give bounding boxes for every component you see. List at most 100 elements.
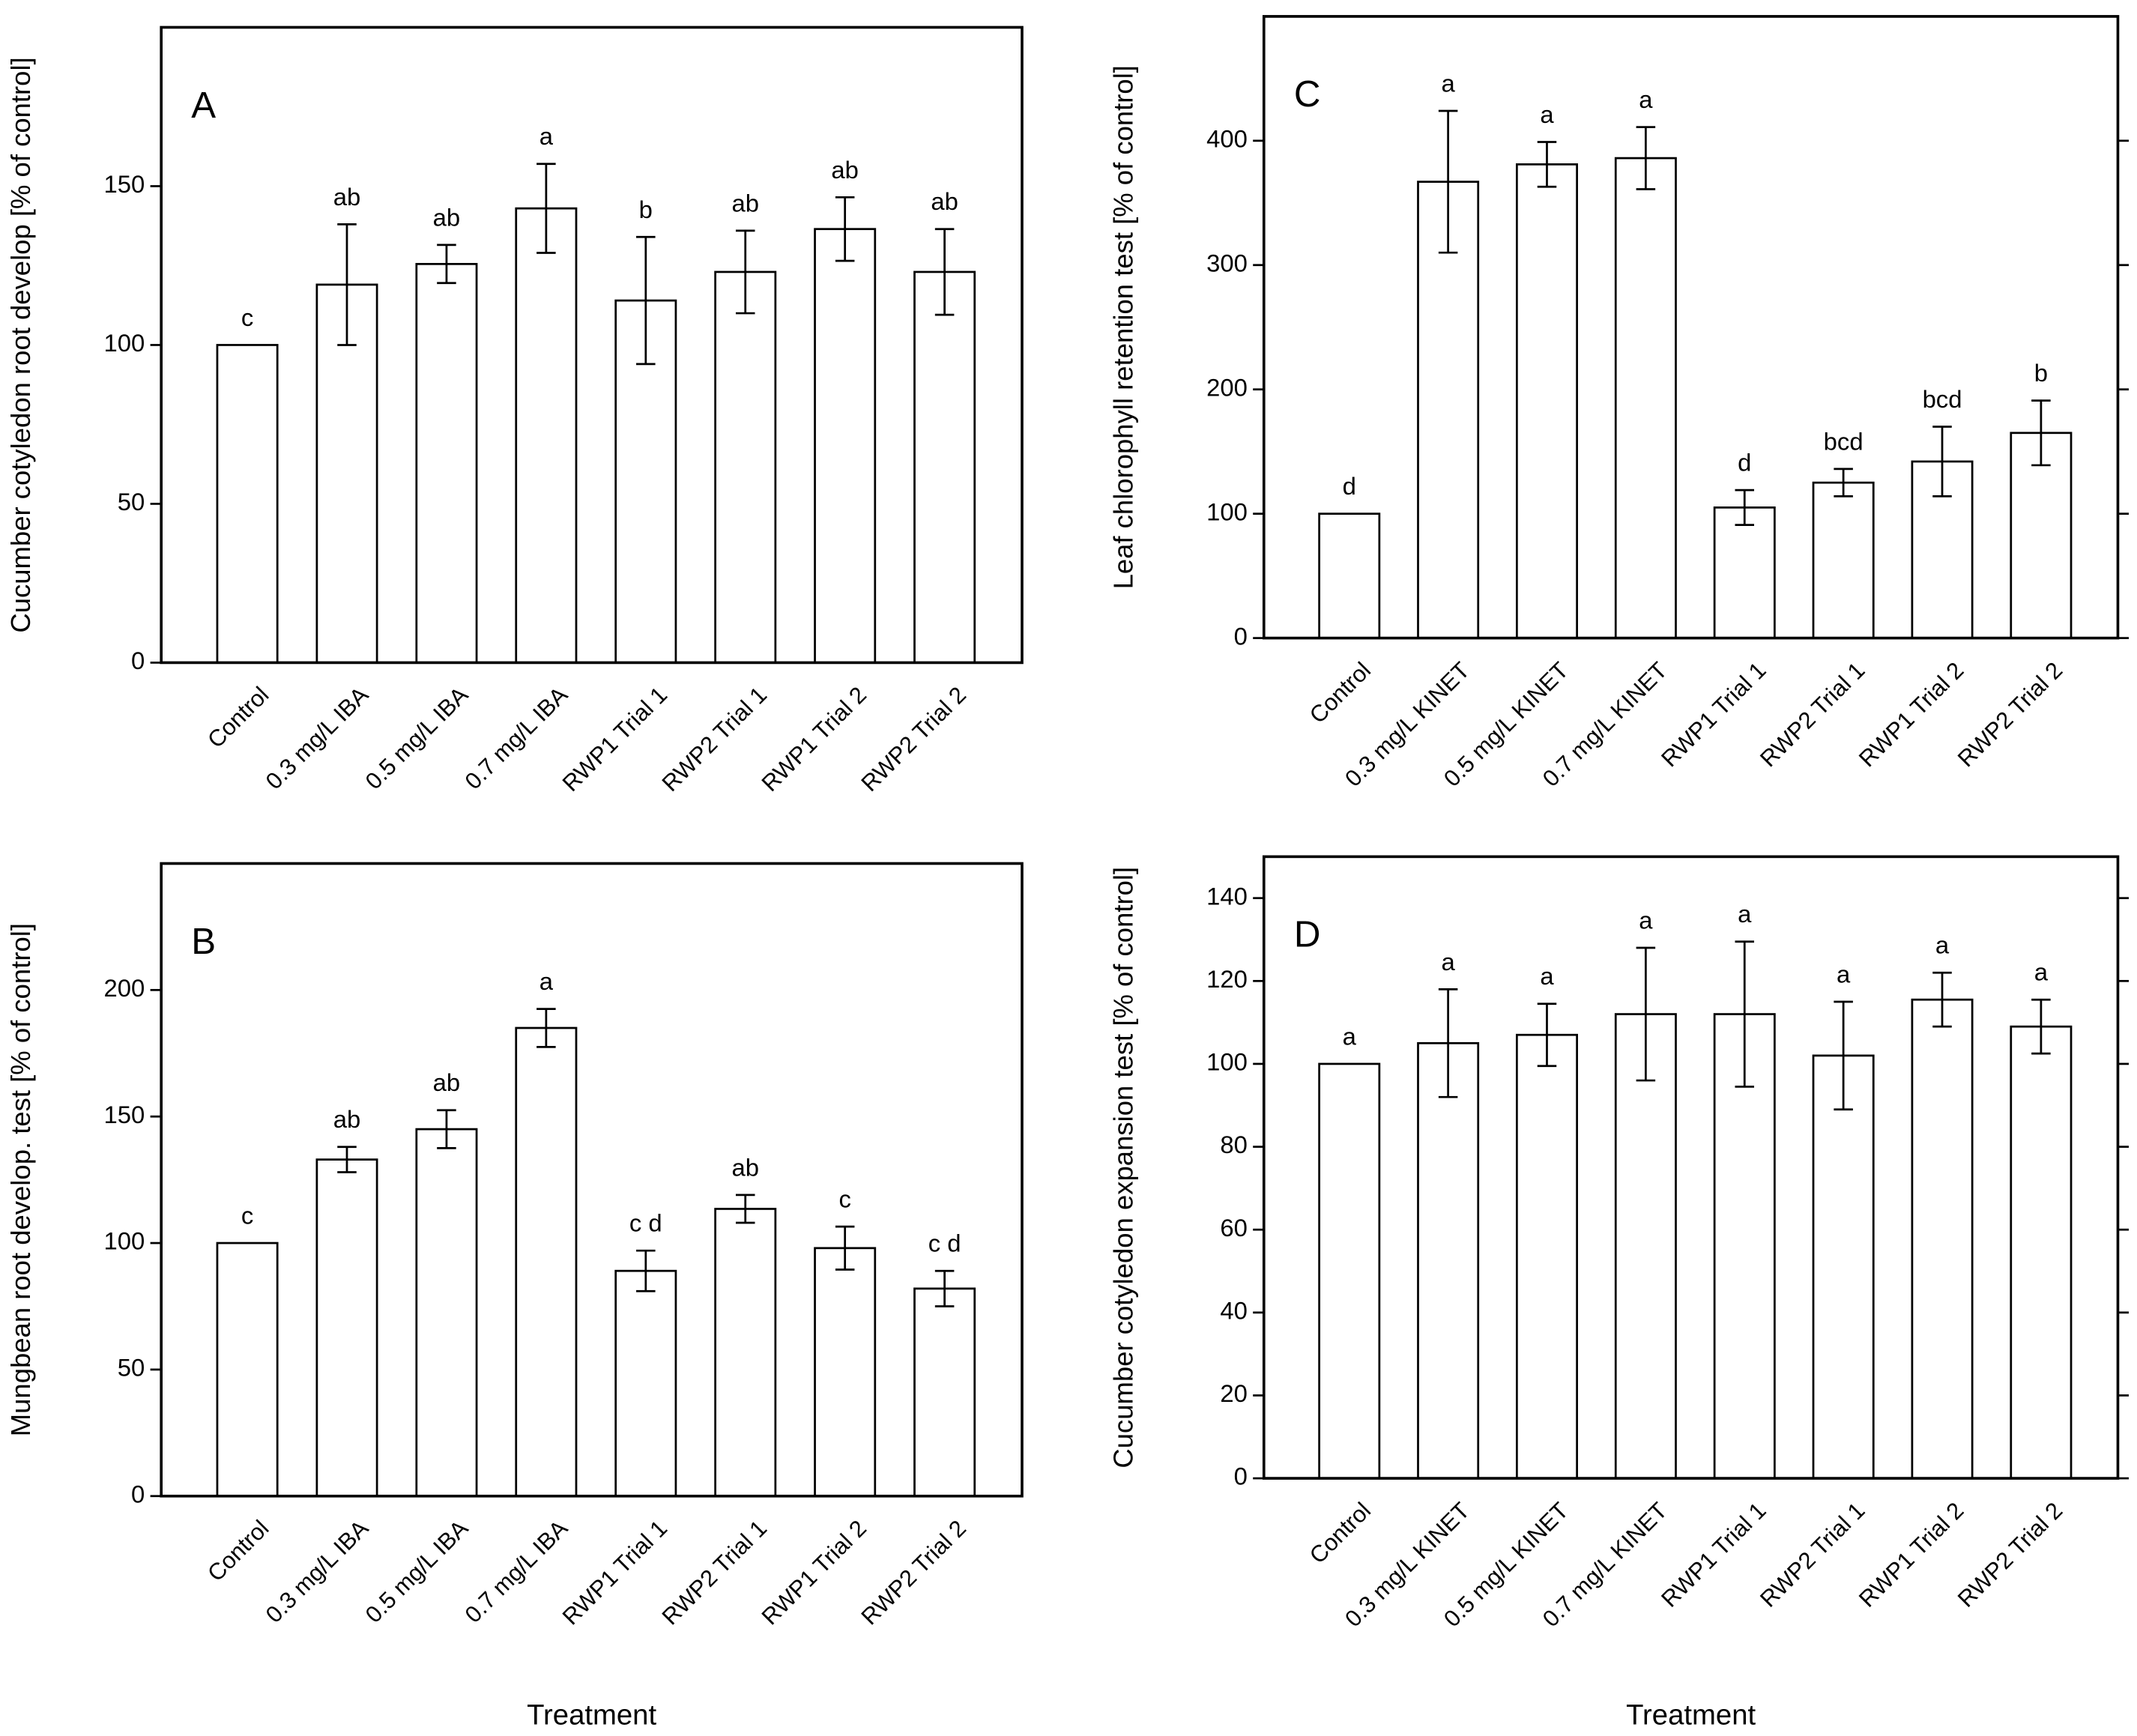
plot-frame <box>160 25 1024 665</box>
y-tick-label: 60 <box>1220 1214 1248 1241</box>
error-bar <box>337 223 357 346</box>
plot-frame <box>1262 855 2120 1480</box>
error-bar <box>1537 141 1557 188</box>
error-bar <box>934 228 955 316</box>
y-tick-label: 0 <box>1234 1463 1248 1490</box>
error-bar <box>835 196 855 262</box>
y-tick-label: 100 <box>104 1227 145 1255</box>
x-tick-label: 0.5 mg/L IBA <box>360 1515 474 1628</box>
error-bar <box>1438 109 1458 254</box>
significance-letter: ab <box>333 183 361 211</box>
error-bar <box>437 1109 456 1149</box>
error-bar <box>1932 971 1952 1028</box>
error-bar <box>337 1146 357 1173</box>
significance-letter: a <box>1639 85 1653 113</box>
bar <box>1812 481 1875 639</box>
significance-letter: ab <box>831 156 859 184</box>
x-tick-label: RWP2 Trial 1 <box>1755 1497 1870 1612</box>
y-tick-label: 150 <box>104 1101 145 1128</box>
y-tick-label: 0 <box>131 647 145 674</box>
x-tick-label: RWP1 Trial 1 <box>557 1515 672 1630</box>
bar <box>315 1158 378 1498</box>
y-tick-label: 100 <box>104 329 145 357</box>
significance-letter: a <box>1441 948 1455 976</box>
x-tick-label: RWP2 Trial 2 <box>856 682 971 796</box>
bar <box>1318 1062 1381 1480</box>
significance-letter: ab <box>433 1068 461 1096</box>
error-bar <box>1636 126 1656 190</box>
significance-letter: b <box>2034 359 2048 387</box>
bar <box>1911 998 1974 1480</box>
bar <box>814 228 877 664</box>
error-bar <box>636 1249 656 1292</box>
error-bar <box>735 229 755 315</box>
error-bar <box>934 1269 955 1307</box>
significance-letter: c <box>241 1202 253 1230</box>
significance-letter: ab <box>731 189 759 217</box>
y-axis-title: Mungbean root develop. test [% of contro… <box>5 923 36 1436</box>
significance-letter: d <box>1343 472 1356 500</box>
bar <box>814 1247 877 1498</box>
significance-letter: a <box>539 967 554 995</box>
y-tick-label: 140 <box>1206 882 1248 910</box>
x-tick-label: 0.5 mg/L IBA <box>360 681 474 794</box>
y-tick-label: 200 <box>1206 373 1248 401</box>
x-tick-label: RWP2 Trial 1 <box>657 682 772 796</box>
error-bar <box>1735 489 1755 526</box>
significance-letter: c d <box>629 1209 662 1237</box>
x-axis-title: Treatment <box>1626 1699 1756 1731</box>
bar <box>1614 157 1677 639</box>
plot-frame <box>1262 15 2120 640</box>
x-tick-label: RWP1 Trial 2 <box>1854 657 1968 772</box>
bar <box>714 270 777 664</box>
bar <box>2010 432 2073 639</box>
bar <box>216 344 279 664</box>
x-tick-label: RWP1 Trial 1 <box>1656 657 1771 772</box>
x-tick-label: RWP1 Trial 2 <box>757 1515 871 1630</box>
y-tick-label: 120 <box>1206 965 1248 993</box>
panel-label: D <box>1294 914 1321 955</box>
bar <box>2010 1025 2073 1480</box>
significance-letter: ab <box>333 1105 361 1133</box>
bar <box>1417 181 1480 639</box>
y-tick-label: 20 <box>1220 1379 1248 1407</box>
bar <box>1516 1033 1578 1480</box>
bar <box>515 207 578 664</box>
bar <box>1516 163 1578 639</box>
x-tick-label: Control <box>202 682 273 753</box>
x-tick-label: Control <box>202 1515 273 1586</box>
bar <box>1318 512 1381 639</box>
significance-letter: c <box>838 1185 850 1213</box>
significance-letter: a <box>1935 931 1950 959</box>
significance-letter: bcd <box>1824 427 1864 455</box>
error-bar <box>1537 1002 1557 1068</box>
y-tick-label: 50 <box>118 488 145 515</box>
y-tick-label: 100 <box>1206 1048 1248 1076</box>
error-bar <box>1735 940 1755 1088</box>
y-tick-label: 200 <box>104 974 145 1002</box>
significance-letter: a <box>1441 69 1455 97</box>
significance-letter: ab <box>433 203 461 231</box>
significance-letter: a <box>1738 900 1752 928</box>
x-tick-label: Control <box>1305 657 1376 728</box>
x-tick-label: RWP2 Trial 2 <box>1953 1497 2067 1612</box>
y-tick-label: 400 <box>1206 125 1248 153</box>
significance-letter: b <box>639 196 653 223</box>
bar <box>315 283 378 664</box>
significance-letter: a <box>1639 907 1653 934</box>
error-bar <box>2031 399 2051 467</box>
error-bar <box>2031 998 2051 1055</box>
significance-letter: ab <box>731 1153 759 1181</box>
significance-letter: a <box>539 122 554 150</box>
x-tick-label: RWP1 Trial 1 <box>557 682 672 796</box>
bar <box>614 1269 677 1498</box>
significance-letter: a <box>1540 962 1554 990</box>
y-axis-title: Cucumber cotyledon expansion test [% of … <box>1108 867 1139 1469</box>
error-bar <box>1932 426 1952 497</box>
error-bar <box>1834 468 1853 497</box>
x-tick-label: 0.7 mg/L IBA <box>460 1515 573 1628</box>
x-tick-label: RWP1 Trial 2 <box>757 682 871 796</box>
y-tick-label: 80 <box>1220 1131 1248 1158</box>
significance-letter: bcd <box>1923 385 1962 413</box>
